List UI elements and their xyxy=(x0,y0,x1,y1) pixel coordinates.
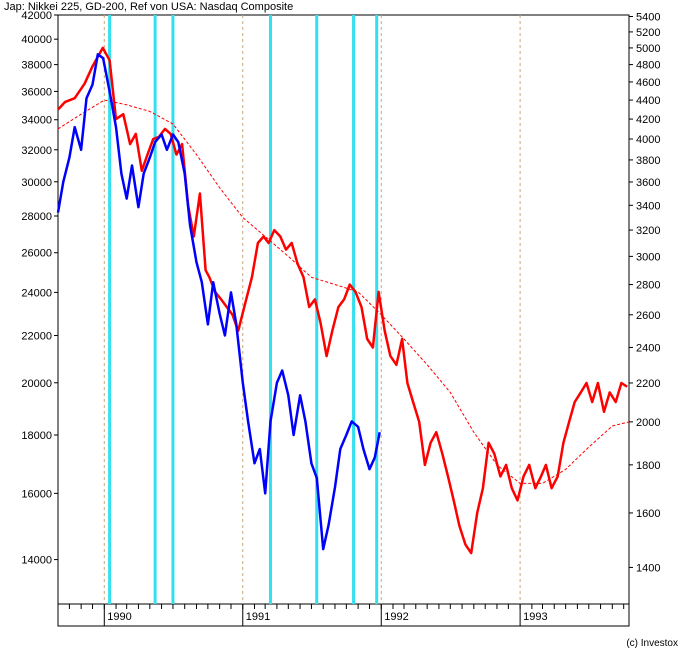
left-tick-label: 20000 xyxy=(21,378,52,390)
right-tick-label: 3800 xyxy=(636,155,660,167)
left-tick-label: 18000 xyxy=(21,430,52,442)
right-tick-label: 1800 xyxy=(636,460,660,472)
right-tick-label: 5400 xyxy=(636,12,660,24)
right-tick-label: 5000 xyxy=(636,43,660,55)
x-tick-label-1993: 1993 xyxy=(523,611,547,623)
left-tick-label: 32000 xyxy=(21,145,52,157)
left-tick-label: 14000 xyxy=(21,555,52,567)
nikkei-line xyxy=(56,53,381,551)
right-tick-label: 4000 xyxy=(636,134,660,146)
credit-label: (c) Investox xyxy=(626,638,678,649)
plot-frame xyxy=(57,14,630,605)
left-tick-label: 38000 xyxy=(21,60,52,72)
right-tick-label: 2400 xyxy=(636,342,660,354)
right-tick-label: 5200 xyxy=(636,27,660,39)
right-tick-label: 3400 xyxy=(636,200,660,212)
left-tick-label: 24000 xyxy=(21,287,52,299)
right-tick-label: 2800 xyxy=(636,280,660,292)
x-tick-label-1991: 1991 xyxy=(246,611,270,623)
right-tick-label: 3600 xyxy=(636,177,660,189)
right-tick-label: 4400 xyxy=(636,95,660,107)
left-tick-label: 28000 xyxy=(21,211,52,223)
left-tick-label: 16000 xyxy=(21,488,52,500)
right-tick-label: 1400 xyxy=(636,562,660,574)
right-tick-label: 2200 xyxy=(636,378,660,390)
left-tick-label: 36000 xyxy=(21,86,52,98)
right-tick-label: 4800 xyxy=(636,60,660,72)
left-tick-label: 34000 xyxy=(21,115,52,127)
right-tick-label: 4600 xyxy=(636,77,660,89)
right-tick-label: 2000 xyxy=(636,417,660,429)
left-tick-label: 22000 xyxy=(21,331,52,343)
right-tick-label: 2600 xyxy=(636,310,660,322)
left-tick-label: 40000 xyxy=(21,34,52,46)
right-tick-label: 4200 xyxy=(636,114,660,126)
left-tick-label: 42000 xyxy=(21,10,52,22)
x-axis-band xyxy=(57,603,630,627)
right-tick-label: 1600 xyxy=(636,508,660,520)
x-tick-label-1990: 1990 xyxy=(107,611,131,623)
right-tick-label: 3200 xyxy=(636,225,660,237)
gd200-line xyxy=(57,99,630,484)
nasdaq-line xyxy=(57,46,628,555)
left-tick-label: 30000 xyxy=(21,177,52,189)
right-tick-label: 3000 xyxy=(636,251,660,263)
chart-title: Jap: Nikkei 225, GD-200, Ref von USA: Na… xyxy=(4,1,294,13)
left-tick-label: 26000 xyxy=(21,248,52,260)
x-tick-label-1992: 1992 xyxy=(384,611,408,623)
